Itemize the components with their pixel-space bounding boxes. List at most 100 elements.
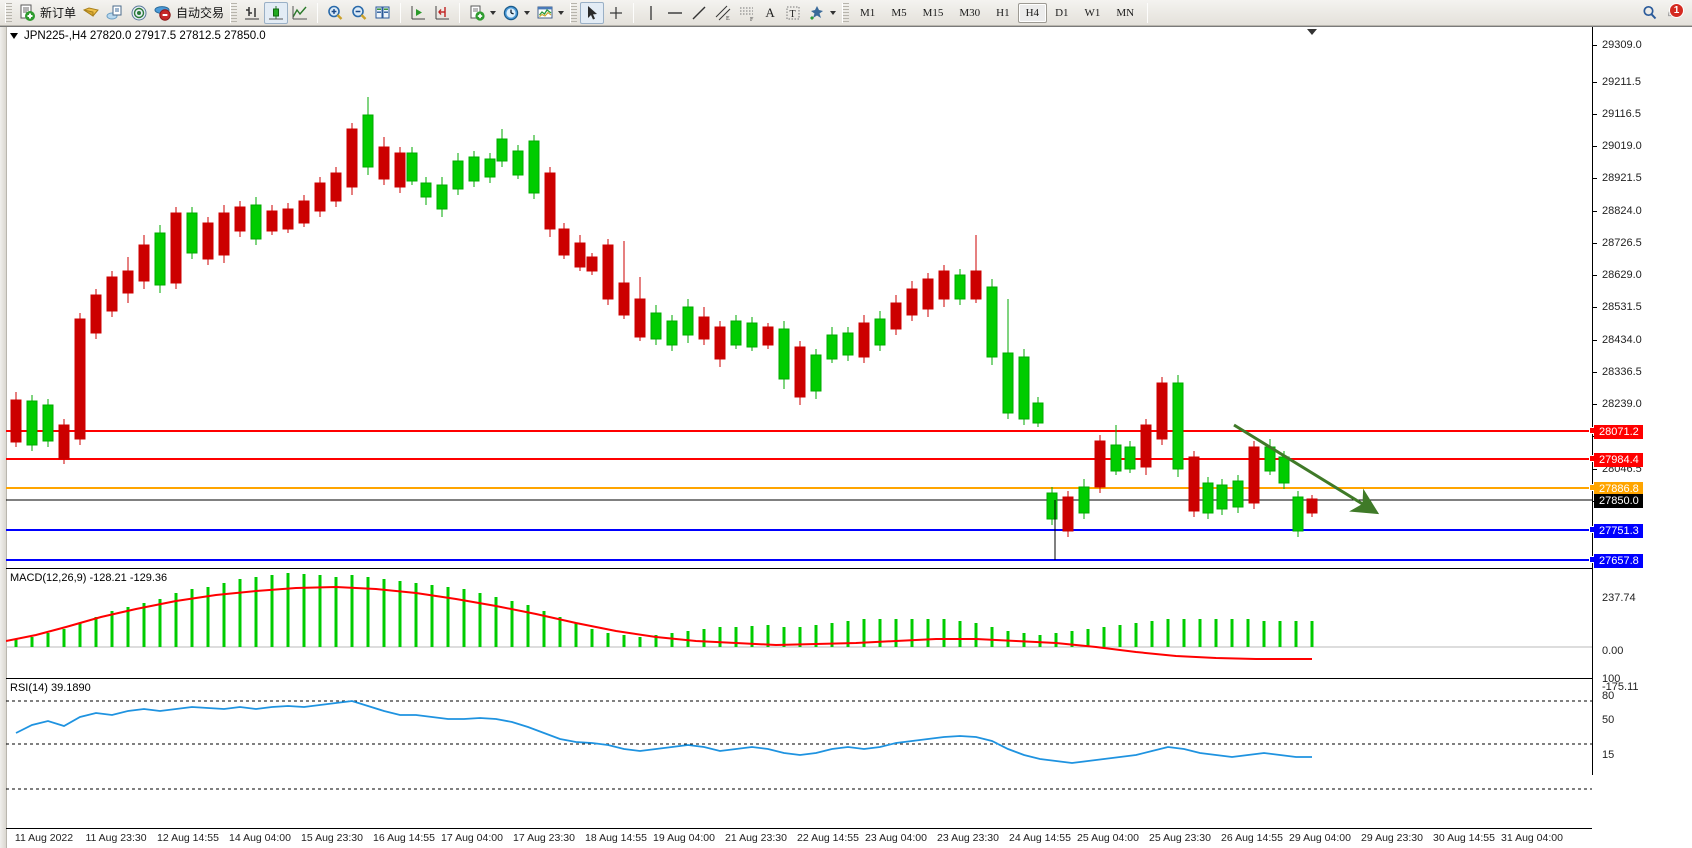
channel-icon: E: [715, 5, 731, 22]
time-tick-8: 18 Aug 14:55: [585, 832, 647, 844]
toolbar-separator-2: [400, 2, 402, 23]
chart-shift-icon: [435, 5, 450, 19]
horizontal-line-icon: [668, 11, 683, 14]
time-tick-14: 24 Aug 14:55: [1009, 832, 1071, 844]
shapes-icon: [810, 5, 824, 20]
time-tick-21: 31 Aug 04:00: [1501, 832, 1563, 844]
price-level-tag-27657[interactable]: 27657.8: [1594, 554, 1643, 568]
metaeditor-button[interactable]: [103, 2, 127, 24]
macd-pane[interactable]: MACD(12,26,9) -128.21 -129.36: [6, 568, 1592, 678]
time-axis[interactable]: 11 Aug 2022 11 Aug 23:30 12 Aug 14:55 14…: [6, 828, 1592, 848]
time-tick-3: 14 Aug 04:00: [229, 832, 291, 844]
clock-icon: [503, 5, 519, 20]
text-label-button[interactable]: T: [781, 2, 805, 24]
toolbar-separator-5: [1147, 2, 1149, 23]
timeframe-h4[interactable]: H4: [1017, 2, 1048, 23]
price-level-tag-27751[interactable]: 27751.3: [1594, 524, 1643, 538]
price-tick-10: 28336.5: [1602, 366, 1642, 378]
price-axis[interactable]: 29309.0 29211.5 29116.5 29019.0 28921.5 …: [1589, 27, 1692, 775]
indicators-dropdown-arrow[interactable]: [558, 10, 565, 15]
toolbar-grip-2[interactable]: [230, 2, 238, 23]
zoom-out-button[interactable]: [347, 2, 371, 24]
horizontal-line-button[interactable]: [663, 2, 687, 24]
new-order-button[interactable]: [15, 2, 39, 24]
price-level-tag-27886[interactable]: 27886.8: [1594, 482, 1643, 496]
rsi-tick-15: 15: [1602, 749, 1615, 761]
svg-text:E: E: [726, 16, 730, 22]
trendline-button[interactable]: [687, 2, 711, 24]
time-tick-5: 16 Aug 14:55: [373, 832, 435, 844]
time-tick-9: 19 Aug 04:00: [653, 832, 715, 844]
tile-windows-button[interactable]: [371, 2, 395, 24]
svg-text:T: T: [790, 9, 796, 20]
down-trend-arrow[interactable]: [1233, 423, 1380, 515]
fibonacci-button[interactable]: F: [735, 2, 759, 24]
price-level-tag-28071[interactable]: 28071.2: [1594, 425, 1643, 439]
crosshair-icon: [610, 6, 623, 19]
toolbar-grip[interactable]: [5, 2, 12, 23]
chart-symbol-header: JPN225-,H4 27820.0 27917.5 27812.5 27850…: [10, 30, 266, 42]
timeframe-h1[interactable]: H1: [996, 6, 1010, 19]
tile-windows-icon: [375, 6, 390, 18]
price-tick-3: 29019.0: [1602, 140, 1642, 152]
candlestick-chart-button[interactable]: [264, 1, 289, 24]
toolbar-separator-4: [633, 2, 635, 23]
cursor-button[interactable]: [580, 1, 605, 24]
price-level-tag-27984[interactable]: 27984.4: [1594, 453, 1643, 467]
rsi-tick-100: 100: [1602, 673, 1621, 685]
price-tick-6: 28726.5: [1602, 237, 1642, 249]
price-tick-2: 29116.5: [1602, 108, 1641, 120]
equidistant-channel-button[interactable]: E: [711, 2, 735, 24]
signals-button[interactable]: [127, 2, 151, 24]
timeframe-m30[interactable]: M30: [959, 6, 981, 19]
timeframe-m15[interactable]: M15: [922, 6, 944, 19]
timeframe-d1[interactable]: D1: [1055, 6, 1069, 19]
text-button[interactable]: A: [759, 2, 781, 24]
price-pane[interactable]: [6, 27, 1592, 775]
macd-label: MACD(12,26,9) -128.21 -129.36: [10, 572, 168, 584]
shapes-dropdown-arrow[interactable]: [830, 10, 837, 15]
periodicity-button[interactable]: [499, 2, 523, 24]
price-tick-7: 28629.0: [1602, 269, 1642, 281]
templates-button[interactable]: [465, 2, 489, 24]
alerts-button[interactable]: 1: [1662, 2, 1684, 23]
rsi-tick-50: 50: [1602, 714, 1615, 726]
price-tick-5: 28824.0: [1602, 205, 1642, 217]
timeframe-m1[interactable]: M1: [860, 6, 876, 19]
timeframe-mn[interactable]: MN: [1116, 6, 1135, 19]
template-icon: [470, 5, 485, 21]
toolbar-grip-3[interactable]: [570, 2, 578, 23]
auto-scroll-button[interactable]: [406, 2, 430, 24]
candlestick-series: [10, 97, 1318, 537]
rsi-pane[interactable]: RSI(14) 39.1890: [6, 678, 1592, 791]
zoom-in-button[interactable]: [323, 2, 347, 24]
toolbar-separator: [317, 2, 319, 23]
search-button[interactable]: [1638, 2, 1662, 24]
shapes-button[interactable]: [805, 2, 829, 24]
timeframe-m5[interactable]: M5: [891, 6, 907, 19]
main-toolbar: 新订单 自动交易: [0, 0, 1692, 26]
timeframe-w1[interactable]: W1: [1084, 6, 1101, 19]
periodicity-dropdown-arrow[interactable]: [524, 10, 531, 15]
vertical-line-button[interactable]: [639, 2, 663, 24]
indicators-button[interactable]: [533, 2, 557, 24]
chart-scroll-chevron-icon[interactable]: [1307, 29, 1317, 35]
autotrading-label: 自动交易: [176, 6, 225, 20]
time-tick-12: 23 Aug 04:00: [865, 832, 927, 844]
crosshair-button[interactable]: [604, 2, 628, 24]
rsi-tick-80: 80: [1602, 690, 1615, 702]
line-chart-button[interactable]: [288, 2, 312, 24]
signals-icon: [131, 5, 147, 20]
autotrading-button[interactable]: [151, 2, 175, 24]
new-order-icon: [20, 4, 35, 21]
terminal-button[interactable]: [79, 2, 103, 24]
templates-dropdown-arrow[interactable]: [490, 10, 497, 15]
toolbar-right-group: 1: [1638, 2, 1690, 24]
trendline-icon: [692, 6, 706, 19]
collapse-triangle-icon[interactable]: [10, 33, 18, 39]
toolbar-grip-4[interactable]: [842, 2, 850, 23]
rsi-plot: [6, 700, 1592, 790]
chart-shift-button[interactable]: [430, 2, 454, 24]
chart-canvas[interactable]: JPN225-,H4 27820.0 27917.5 27812.5 27850…: [0, 26, 1692, 848]
bar-chart-button[interactable]: [240, 2, 264, 24]
